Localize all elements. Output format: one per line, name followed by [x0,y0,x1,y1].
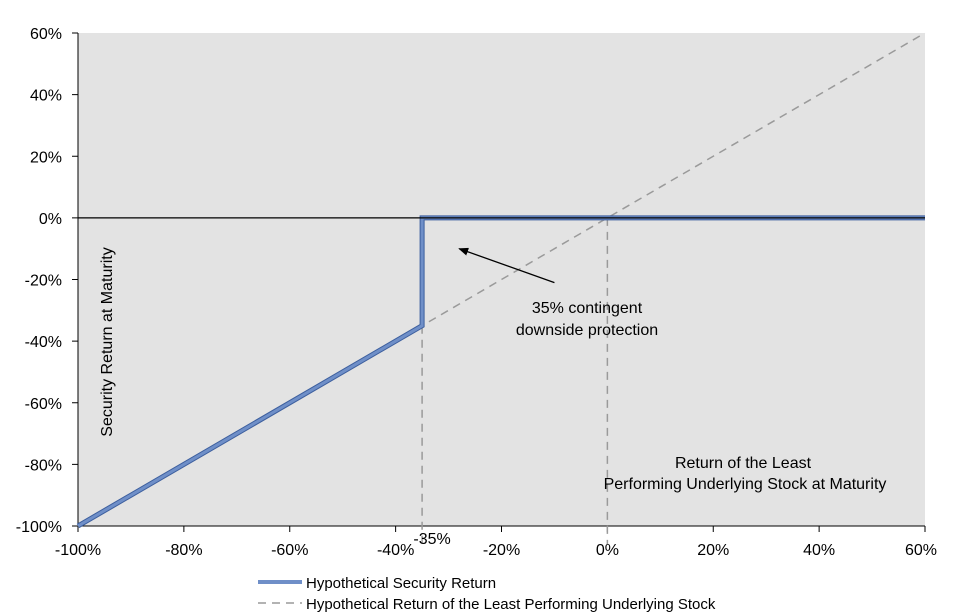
x-axis-label-line-1: Return of the Least [675,455,812,472]
x-tick-label: -40% [377,542,414,559]
x-tick-label: -20% [483,542,520,559]
y-tick-label: -80% [25,457,62,474]
y-tick-label: -20% [25,273,62,290]
y-tick-label: 20% [30,149,62,166]
annotation-line-2: downside protection [516,322,658,339]
legend-label-underlying-return: Hypothetical Return of the Least Perform… [306,596,716,613]
y-axis-label: Security Return at Maturity [99,247,116,436]
annotation-arrow [458,247,555,284]
y-tick-label: 0% [39,211,62,228]
x-tick-label: -100% [55,542,101,559]
x-tick-label: 40% [803,542,835,559]
axes [72,32,926,532]
y-tick-label: -60% [25,396,62,413]
x-tick-label: -60% [271,542,308,559]
extra-x-tick-label: -35% [413,531,450,548]
x-tick-label: -80% [165,542,202,559]
y-tick-label: 40% [30,88,62,105]
y-tick-labels: -100% -80% -60% -40% -20% 0% 20% 40% 60% [16,26,62,536]
x-axis-label-line-2: Performing Underlying Stock at Maturity [604,476,887,493]
legend-label-security-return: Hypothetical Security Return [306,575,496,592]
series-line-underlying-return [77,32,926,527]
legend: Hypothetical Security Return Hypothetica… [258,575,716,613]
reference-lines [421,217,609,544]
y-tick-label: 60% [30,26,62,43]
x-tick-label: 60% [905,542,937,559]
y-tick-label: -100% [16,519,62,536]
x-tick-labels: -100% -80% -60% -40% -20% 0% 20% 40% 60% [55,542,937,559]
y-tick-label: -40% [25,334,62,351]
x-tick-label: 20% [697,542,729,559]
annotation-line-1: 35% contingent [532,300,643,317]
x-tick-label: 0% [596,542,619,559]
